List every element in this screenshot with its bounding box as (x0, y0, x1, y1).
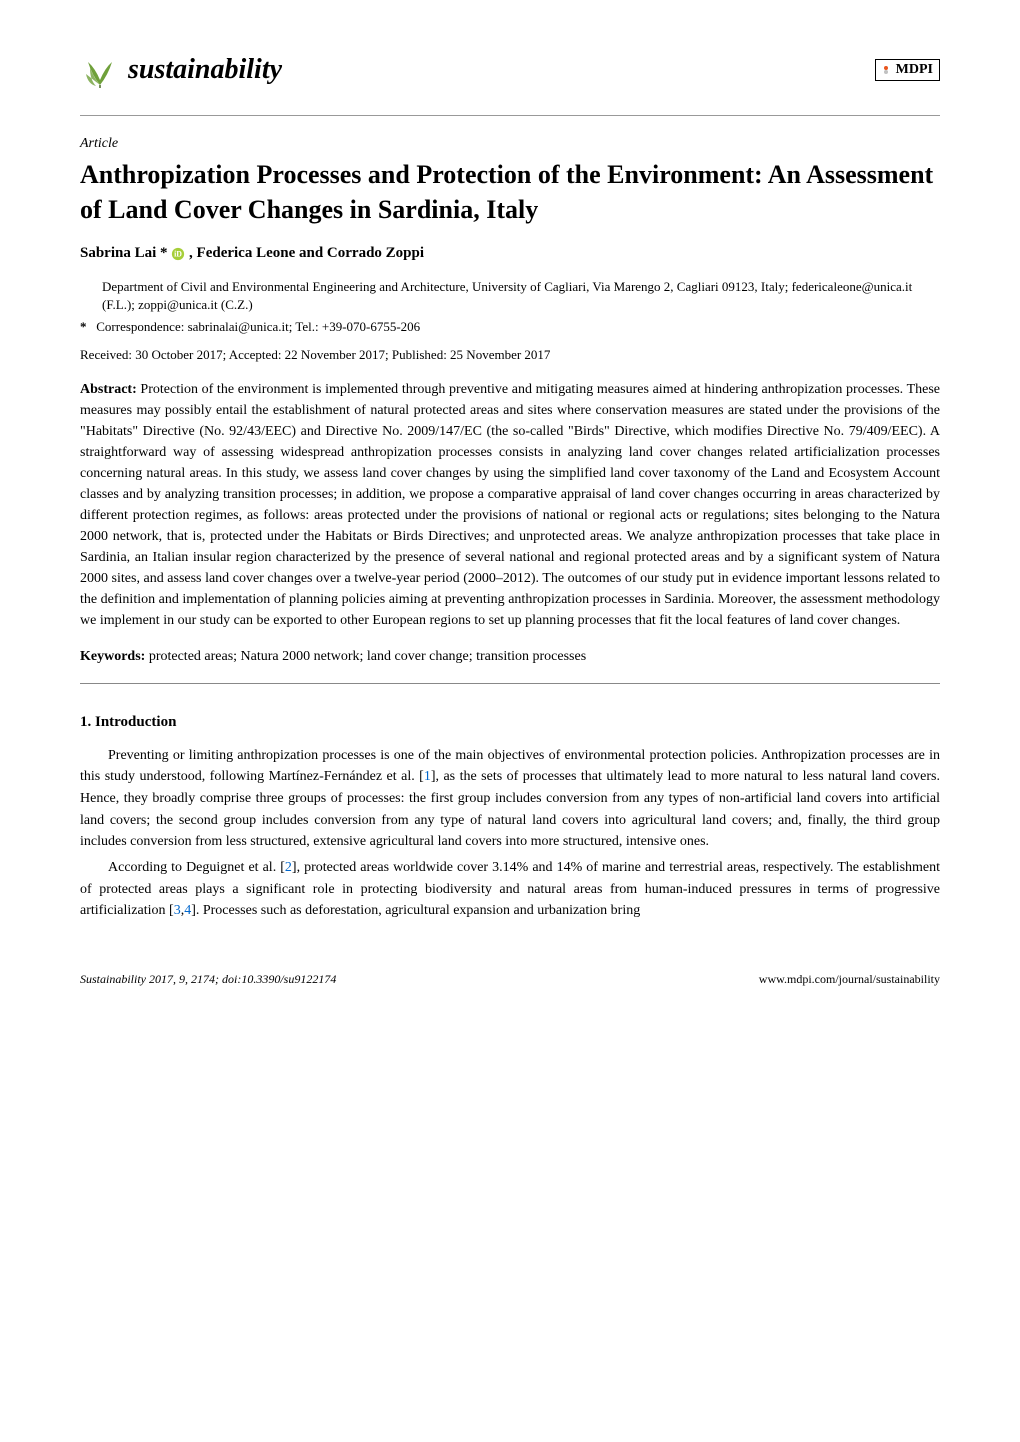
publisher-name: MDPI (896, 62, 933, 78)
abstract-text: Protection of the environment is impleme… (80, 382, 940, 628)
section-heading: 1. Introduction (80, 714, 940, 731)
journal-logo: sustainability (80, 50, 282, 90)
reference-link-2[interactable]: 2 (285, 860, 292, 875)
abstract-separator (80, 683, 940, 684)
footer-url: www.mdpi.com/journal/sustainability (759, 972, 940, 987)
footer-row: Sustainability 2017, 9, 2174; doi:10.339… (80, 972, 940, 987)
orcid-icon: iD (171, 247, 185, 261)
header-separator (80, 115, 940, 116)
abstract-block: Abstract: Protection of the environment … (80, 379, 940, 631)
correspondence-marker: * (80, 319, 87, 334)
author-names-part1: Sabrina Lai * (80, 245, 168, 261)
publication-dates: Received: 30 October 2017; Accepted: 22 … (80, 347, 940, 363)
svg-text:iD: iD (174, 249, 182, 258)
keywords-text: protected areas; Natura 2000 network; la… (149, 649, 586, 664)
keywords-label: Keywords: (80, 649, 145, 664)
author-names-part2: , Federica Leone and Corrado Zoppi (189, 245, 424, 261)
reference-link-3[interactable]: 3 (174, 903, 181, 918)
correspondence: * Correspondence: sabrinalai@unica.it; T… (80, 319, 940, 335)
body-paragraph-1: Preventing or limiting anthropization pr… (80, 745, 940, 853)
article-type: Article (80, 136, 940, 152)
abstract-label: Abstract: (80, 382, 137, 397)
publisher-logo: MDPI (875, 59, 940, 81)
affiliation: Department of Civil and Environmental En… (102, 278, 940, 314)
leaf-icon (80, 50, 120, 90)
authors: Sabrina Lai * iD , Federica Leone and Co… (80, 245, 940, 262)
article-title: Anthropization Processes and Protection … (80, 157, 940, 227)
footer-citation: Sustainability 2017, 9, 2174; doi:10.339… (80, 972, 336, 987)
reference-link-1[interactable]: 1 (424, 769, 431, 784)
journal-name: sustainability (128, 54, 282, 86)
para2-text-end: ]. Processes such as deforestation, agri… (191, 903, 640, 918)
body-paragraph-2: According to Deguignet et al. [2], prote… (80, 857, 940, 922)
header-row: sustainability MDPI (80, 50, 940, 90)
keywords-block: Keywords: protected areas; Natura 2000 n… (80, 649, 940, 665)
para2-text-start: According to Deguignet et al. [ (108, 860, 285, 875)
correspondence-text: Correspondence: sabrinalai@unica.it; Tel… (96, 319, 420, 334)
